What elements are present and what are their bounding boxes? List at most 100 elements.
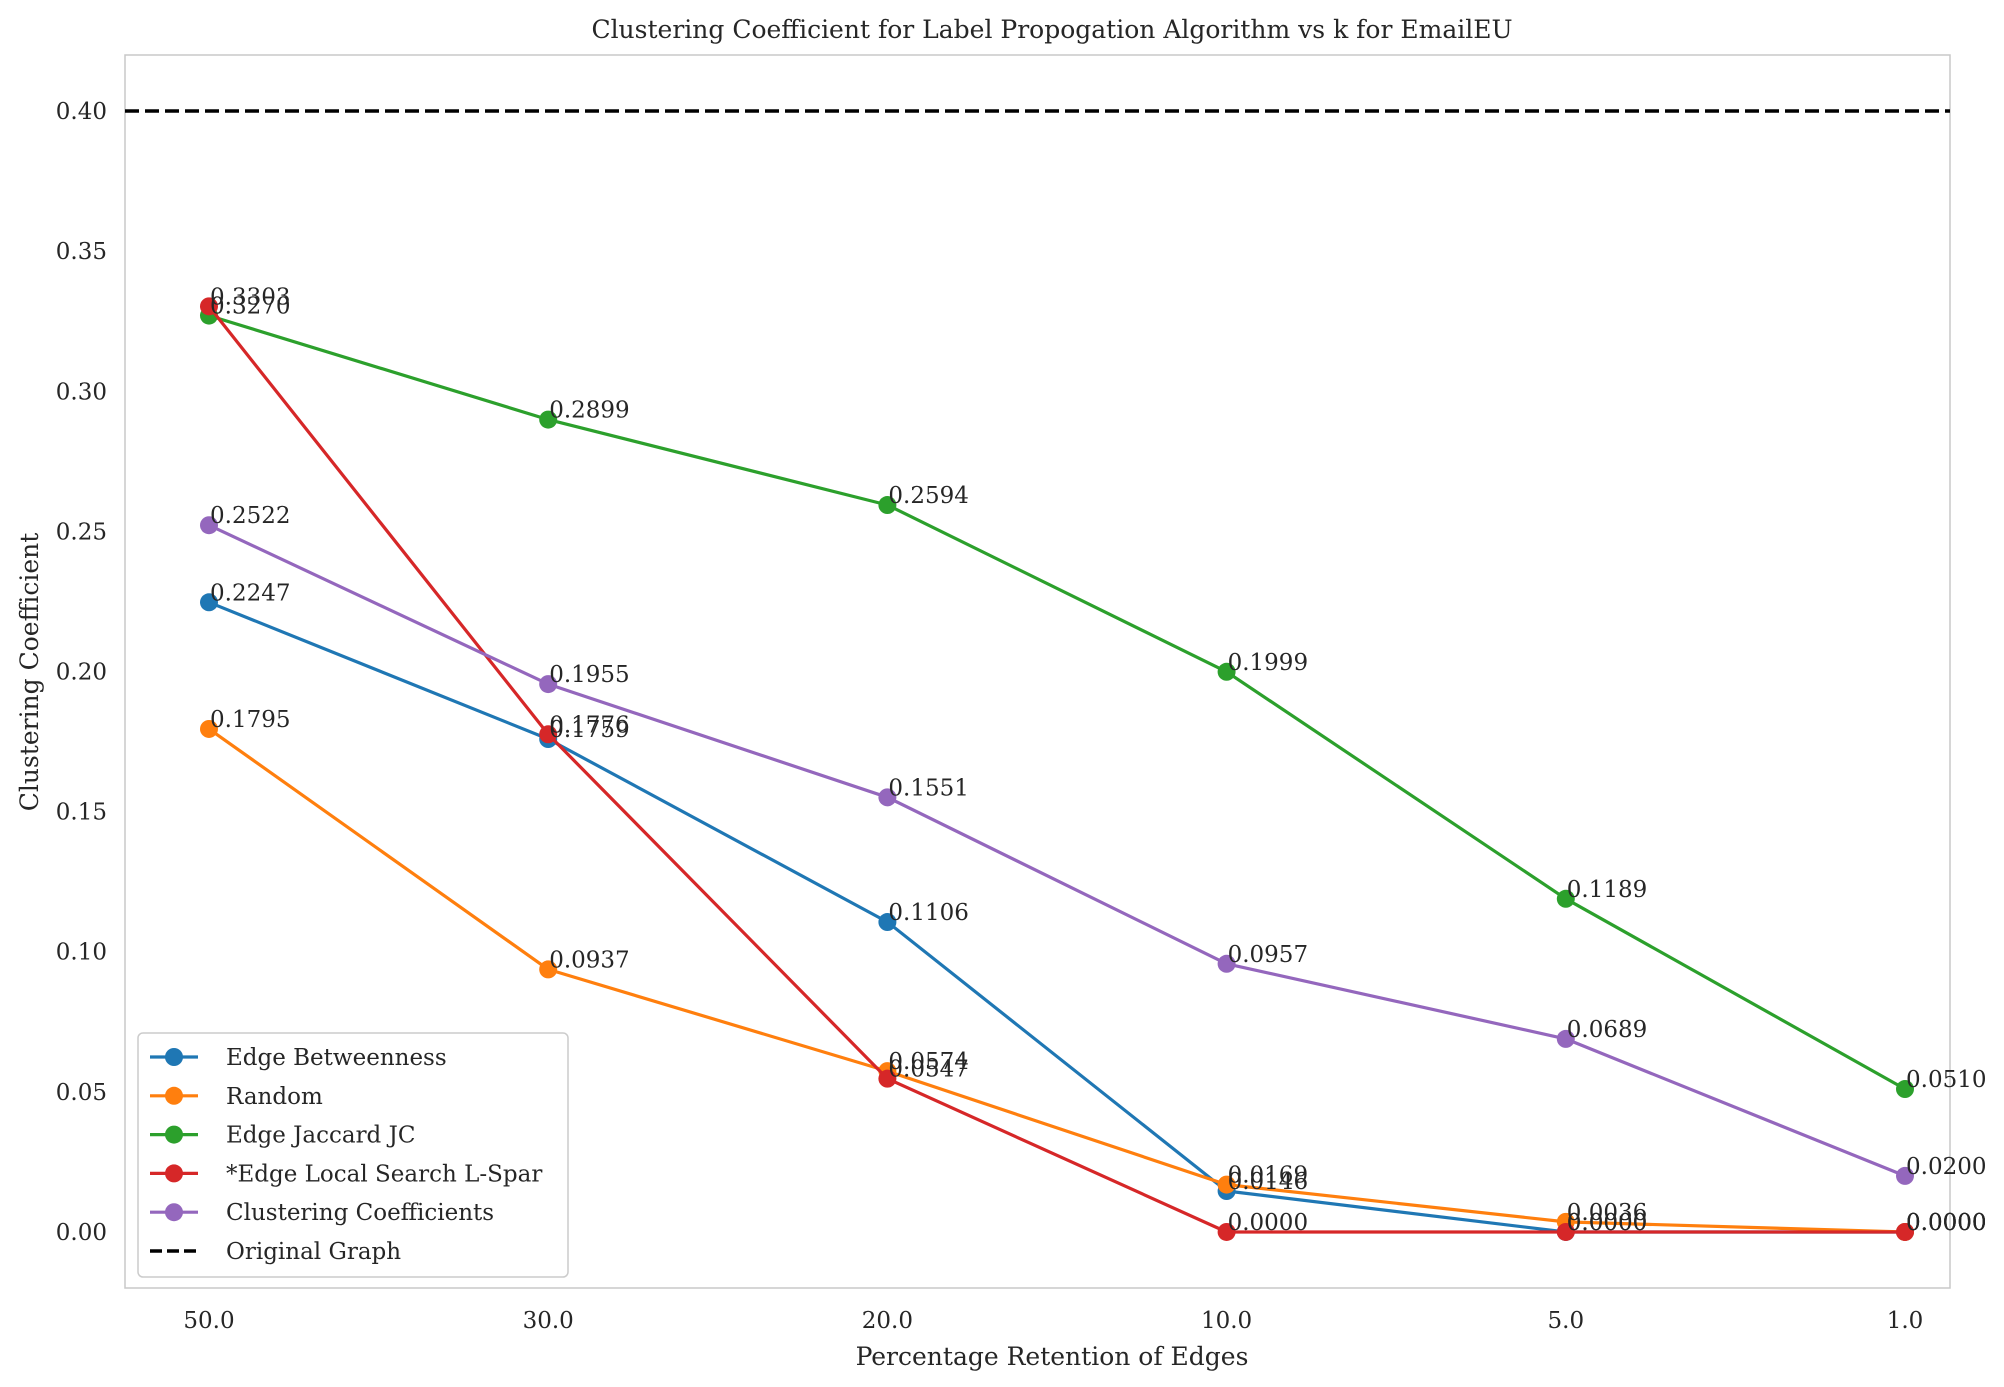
data-point	[1556, 889, 1575, 908]
data-label: 0.1759	[549, 717, 629, 743]
data-point	[1556, 1222, 1575, 1241]
data-point	[1896, 1080, 1914, 1099]
data-point	[878, 913, 897, 932]
legend-marker	[165, 1125, 183, 1144]
legend-marker	[165, 1164, 183, 1183]
data-label: 0.0146	[1228, 1169, 1308, 1195]
series-line	[208, 314, 1906, 1091]
data-point	[200, 593, 218, 612]
data-point	[539, 960, 558, 979]
data-label: 0.0036	[1567, 1200, 1647, 1226]
data-point	[1556, 1029, 1575, 1048]
y-tick-label: 0.25	[56, 519, 107, 545]
data-point	[200, 297, 218, 316]
y-tick-label: 0.20	[56, 660, 107, 686]
data-label: 0.0547	[888, 1057, 968, 1083]
x-tick-label: 50.0	[183, 1308, 234, 1334]
data-label: 0.0937	[549, 947, 629, 973]
data-label: 0.0000	[1567, 1210, 1647, 1236]
legend-box	[137, 1032, 569, 1278]
data-point	[878, 496, 897, 515]
legend-label: Random	[226, 1084, 323, 1110]
series-line	[207, 305, 1905, 1234]
legend-item: Clustering Coefficients	[150, 1200, 494, 1226]
data-label: 0.0000	[1906, 1210, 1986, 1236]
series	[200, 516, 1914, 1185]
legend-item: Original Graph	[150, 1239, 401, 1265]
data-point	[1896, 1222, 1914, 1241]
data-label: 0.0689	[1567, 1017, 1647, 1043]
series-line	[208, 727, 1906, 1234]
legend-marker	[165, 1203, 183, 1222]
data-label: 0.0200	[1906, 1154, 1986, 1180]
data-label: 0.1955	[549, 662, 629, 688]
y-tick-label: 0.40	[56, 99, 107, 125]
data-point	[1217, 1222, 1236, 1241]
data-label: 0.0574	[888, 1049, 968, 1075]
data-point	[200, 516, 218, 535]
data-label: 0.2522	[210, 503, 290, 529]
data-label: 0.1189	[1567, 877, 1647, 903]
legend-marker	[165, 1048, 183, 1066]
x-tick-label: 5.0	[1548, 1308, 1585, 1334]
data-label: 0.1795	[210, 707, 290, 733]
data-point	[1896, 1166, 1914, 1185]
legend-marker	[165, 1086, 183, 1105]
data-point	[878, 1069, 897, 1088]
data-point	[539, 725, 558, 744]
x-tick-label: 1.0	[1887, 1308, 1924, 1334]
data-label: 0.1999	[1228, 650, 1308, 676]
data-label: 0.0000	[1567, 1210, 1647, 1236]
x-axis-label: Percentage Retention of Edges	[856, 1342, 1249, 1371]
y-axis-label: Clustering Coefficient	[15, 533, 44, 812]
x-axis: 50.0 30.0 20.0 10.0 5.0 1.0	[183, 1308, 1923, 1334]
legend-label: Edge Jaccard JC	[226, 1123, 415, 1149]
y-tick-label: 0.15	[56, 800, 107, 826]
x-tick-label: 30.0	[523, 1308, 574, 1334]
data-point	[878, 788, 897, 807]
y-tick-label: 0.35	[56, 239, 107, 265]
legend: Edge Betweenness Random Edge Jaccard JC *Ed…	[137, 1032, 569, 1278]
data-point	[1217, 1175, 1236, 1194]
data-label: 0.2594	[888, 483, 968, 509]
y-tick-label: 0.10	[56, 940, 107, 966]
legend-item: *Edge Local Search L-Spar	[150, 1161, 542, 1187]
data-label: 0.2899	[549, 398, 629, 424]
legend-label: Original Graph	[226, 1239, 401, 1265]
x-tick-label: 10.0	[1201, 1308, 1252, 1334]
data-labels: 0.2247 0.1759 0.1106 0.0146 0.0000 0.0000 0.17…	[210, 284, 1986, 1236]
data-label: 0.0000	[1906, 1210, 1986, 1236]
series-group	[200, 297, 1914, 1241]
legend-item: Edge Betweenness	[150, 1045, 447, 1071]
data-label: 0.1551	[888, 775, 968, 801]
data-label: 0.1776	[549, 712, 629, 738]
data-label: 0.1106	[888, 900, 968, 926]
legend-item: Edge Jaccard JC	[150, 1123, 415, 1149]
data-point	[1217, 662, 1236, 681]
data-point	[539, 675, 558, 694]
legend-label: Edge Betweenness	[226, 1045, 447, 1071]
data-point	[1217, 954, 1236, 973]
data-label: 0.3303	[210, 284, 290, 310]
data-label: 0.0510	[1906, 1067, 1986, 1093]
series-line	[208, 523, 1906, 1178]
y-tick-label: 0.30	[56, 379, 107, 405]
series	[200, 297, 1914, 1241]
y-axis: 0.00 0.05 0.10 0.15 0.20 0.25 0.30 0.35 0.40	[56, 99, 107, 1246]
legend-label: *Edge Local Search L-Spar	[226, 1161, 542, 1187]
data-label: 0.0000	[1228, 1210, 1308, 1236]
legend-label: Clustering Coefficients	[226, 1200, 494, 1226]
y-tick-label: 0.00	[56, 1220, 107, 1246]
data-point	[200, 719, 218, 738]
y-tick-label: 0.05	[56, 1080, 107, 1106]
data-label: 0.0957	[1228, 942, 1308, 968]
chart-title: Clustering Coefficient for Label Propoga…	[591, 15, 1512, 44]
legend-item: Random	[150, 1084, 323, 1110]
data-point	[539, 410, 558, 429]
data-label: 0.0169	[1228, 1163, 1308, 1189]
data-label: 0.2247	[210, 580, 290, 606]
x-tick-label: 20.0	[862, 1308, 913, 1334]
data-label: 0.3270	[210, 294, 290, 320]
data-label: 0.0000	[1906, 1210, 1986, 1236]
